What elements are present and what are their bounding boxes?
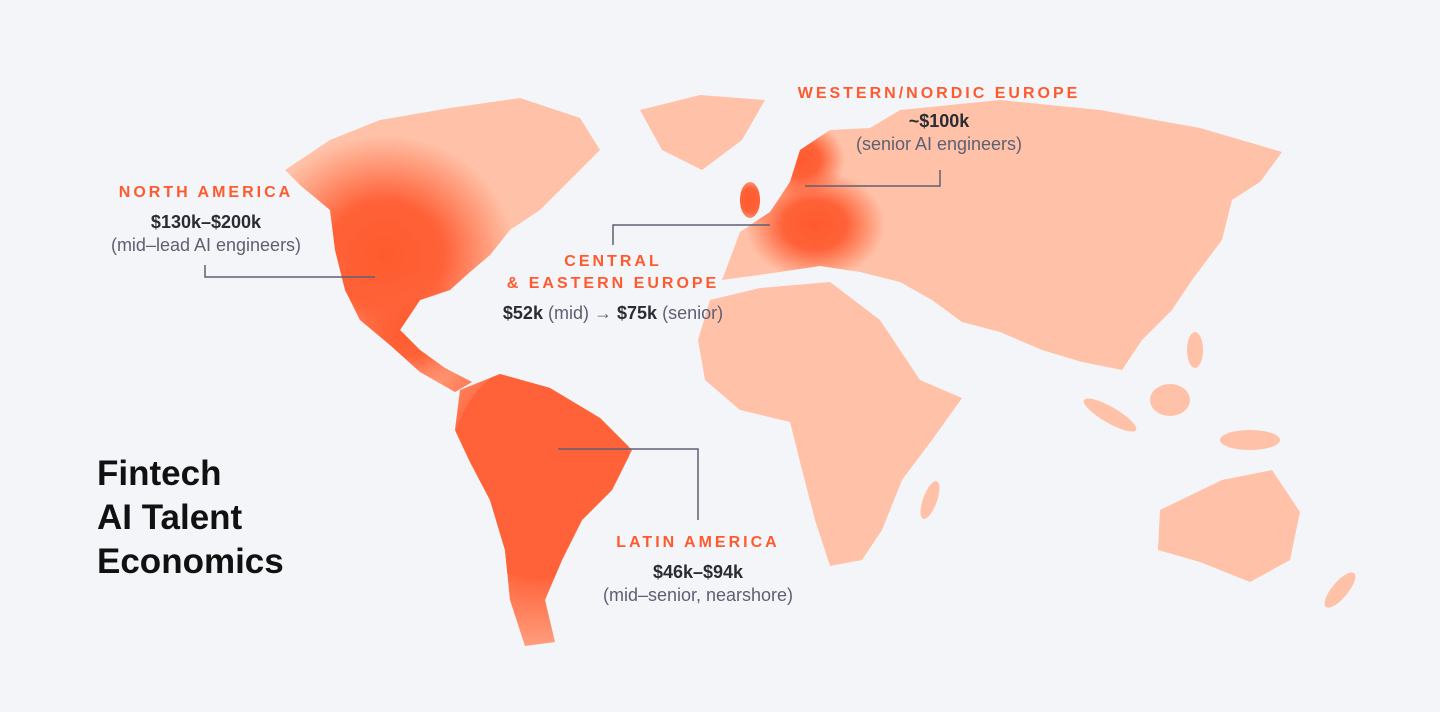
africa-shape <box>698 282 962 566</box>
latin-america-leader <box>558 448 699 520</box>
region-name-line-2: & EASTERN EUROPE <box>506 275 720 292</box>
western-nordic-europe-callout: WESTERN/NORDIC EUROPE ~$100k (senior AI … <box>798 83 1081 155</box>
region-name: NORTH AMERICA <box>118 184 294 201</box>
salary-range: $52k (mid) → $75k (senior) <box>503 301 723 325</box>
page-title: Fintech AI Talent Economics <box>97 452 284 584</box>
salary: $130k–$200k <box>150 212 262 232</box>
eurasia-shape <box>722 100 1282 370</box>
central-eastern-europe-callout: CENTRAL & EASTERN EUROPE $52k (mid) → $7… <box>503 251 723 325</box>
leader-lines <box>204 170 941 520</box>
note: (mid–lead AI engineers) <box>110 235 302 255</box>
note: (mid–senior, nearshore) <box>602 585 794 605</box>
arrow-right-icon: → <box>593 303 612 323</box>
salary-mid: $52k <box>502 303 543 323</box>
north-america-callout: NORTH AMERICA $130k–$200k (mid–lead AI e… <box>111 182 301 256</box>
mid-note: (mid) <box>547 303 589 323</box>
region-name-line-1: CENTRAL <box>564 253 662 270</box>
salary: ~$100k <box>908 111 970 131</box>
region-name: WESTERN/NORDIC EUROPE <box>797 85 1081 102</box>
western-europe-leader <box>805 170 941 187</box>
title-line-1: Fintech <box>97 454 222 493</box>
europe-highlight <box>745 170 885 280</box>
greenland-shape <box>640 95 765 170</box>
latin-america-callout: LATIN AMERICA $46k–$94k (mid–senior, nea… <box>603 532 793 606</box>
australia-shape <box>1158 470 1300 582</box>
title-line-2: AI Talent <box>97 498 243 537</box>
note: (senior AI engineers) <box>855 134 1023 154</box>
title-line-3: Economics <box>97 542 284 581</box>
senior-note: (senior) <box>662 303 724 323</box>
salary: $46k–$94k <box>652 562 744 582</box>
salary-senior: $75k <box>617 303 658 323</box>
region-name: LATIN AMERICA <box>616 534 780 551</box>
central-europe-leader <box>612 224 770 245</box>
north-america-leader <box>204 265 375 278</box>
